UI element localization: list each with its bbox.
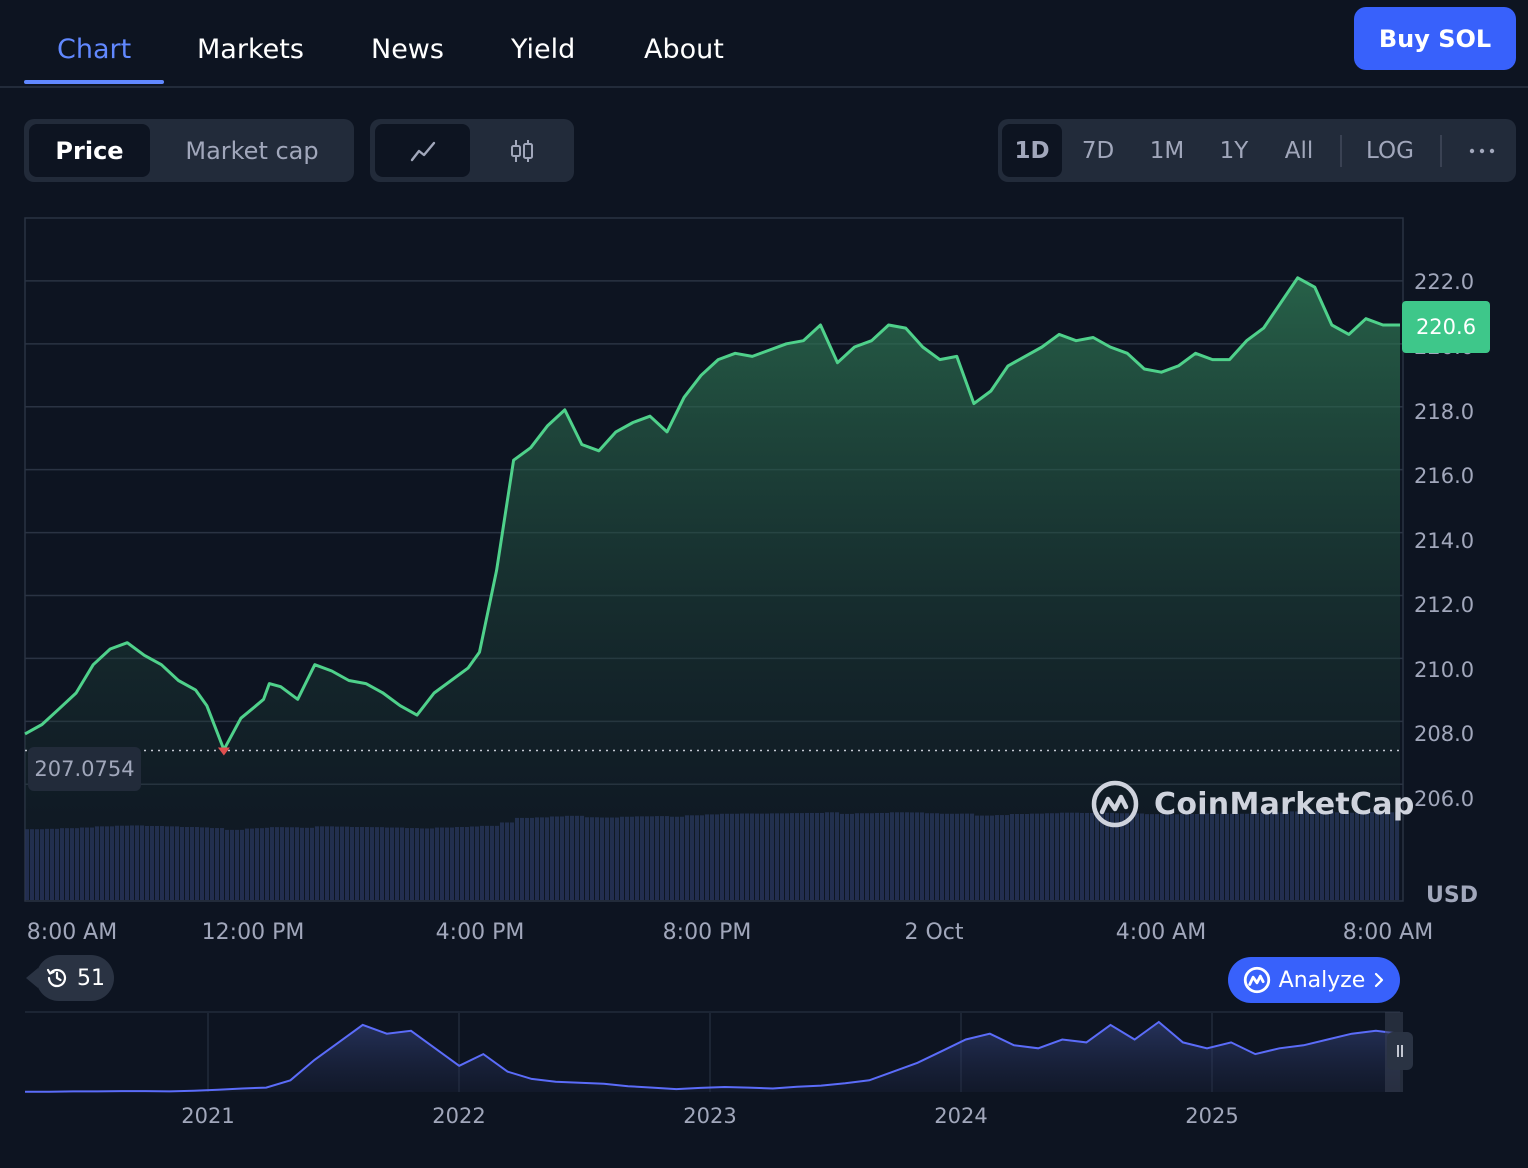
tab-yield[interactable]: Yield [511,34,576,65]
history-line [25,1020,1401,1093]
tab-chart[interactable]: Chart [57,34,132,65]
history-area-fill [25,1022,1400,1092]
y-tick-label: 212.0 [1414,593,1475,617]
chart-style-toggle [370,119,574,182]
analyze-label: Analyze [1278,967,1366,993]
candlestick-icon [510,139,533,162]
range-1m-button[interactable]: 1M [1149,137,1185,164]
coinmarketcap-logo-icon [1091,780,1139,828]
history-icon [46,968,67,988]
range-all-button[interactable]: All [1284,137,1314,164]
range-7d-button[interactable]: 7D [1081,137,1115,164]
price-area-fill [25,277,1400,900]
y-tick-label: 210.0 [1414,658,1475,682]
chevron-right-icon [1375,972,1384,988]
currency-unit: USD [1426,883,1478,908]
history-x-label: 2021 [181,1104,235,1128]
y-tick-label: 206.0 [1414,787,1475,811]
range-divider [1440,135,1442,167]
low-price-tag: 207.0754 [28,747,141,791]
y-tick-label: 218.0 [1414,400,1475,424]
history-drag-handle[interactable] [1387,1032,1413,1070]
price-toggle-button[interactable]: Price [29,124,150,177]
low-price-marker [217,747,230,756]
more-options-button[interactable] [1452,124,1512,177]
active-tab-indicator [24,80,164,84]
line-chart-icon [410,141,435,161]
top-nav: Chart Markets News Yield About [0,0,1528,88]
tab-about[interactable]: About [644,34,724,65]
price-line [24,276,1400,752]
history-x-label: 2025 [1185,1104,1239,1128]
candlestick-button[interactable] [474,124,569,177]
y-tick-label: 208.0 [1414,722,1475,746]
metric-toggle: Price Market cap [24,119,354,182]
x-tick-label: 4:00 PM [435,920,525,945]
y-tick-label: 222.0 [1414,270,1475,294]
coinmarketcap-watermark: CoinMarketCap [1090,779,1415,829]
watermark-text: CoinMarketCap [1154,786,1415,822]
drag-handle-icon [1397,1045,1403,1057]
history-x-label: 2024 [934,1104,988,1128]
tab-news[interactable]: News [371,34,444,65]
tab-markets[interactable]: Markets [197,34,304,65]
range-divider [1340,135,1342,167]
more-dots-icon [1469,148,1495,153]
current-price-tag: 220.6 [1402,301,1490,353]
time-range-toggle: 1D 7D 1M 1Y All LOG [998,119,1516,182]
range-1y-button[interactable]: 1Y [1219,137,1249,164]
x-tick-label: 12:00 PM [201,920,305,945]
history-count: 51 [77,965,105,991]
analyze-button[interactable]: Analyze [1228,957,1400,1003]
x-tick-label: 8:00 AM [26,920,118,945]
history-x-label: 2023 [683,1104,737,1128]
y-tick-label: 214.0 [1414,529,1475,553]
log-scale-button[interactable]: LOG [1366,137,1414,164]
plot-frame [24,217,1404,902]
line-chart-button[interactable] [375,124,470,177]
market-cap-toggle-button[interactable]: Market cap [185,136,319,165]
history-x-label: 2022 [432,1104,486,1128]
history-button[interactable]: 51 [26,955,114,1001]
x-tick-label: 2 Oct [904,920,964,945]
x-tick-label: 4:00 AM [1115,920,1207,945]
x-tick-label: 8:00 AM [1342,920,1434,945]
y-tick-label: 216.0 [1414,464,1475,488]
x-tick-label: 8:00 PM [662,920,752,945]
buy-sol-button[interactable]: Buy SOL [1354,7,1516,70]
range-1d-button[interactable]: 1D [1002,124,1062,177]
coinmarketcap-logo-icon [1243,966,1270,994]
